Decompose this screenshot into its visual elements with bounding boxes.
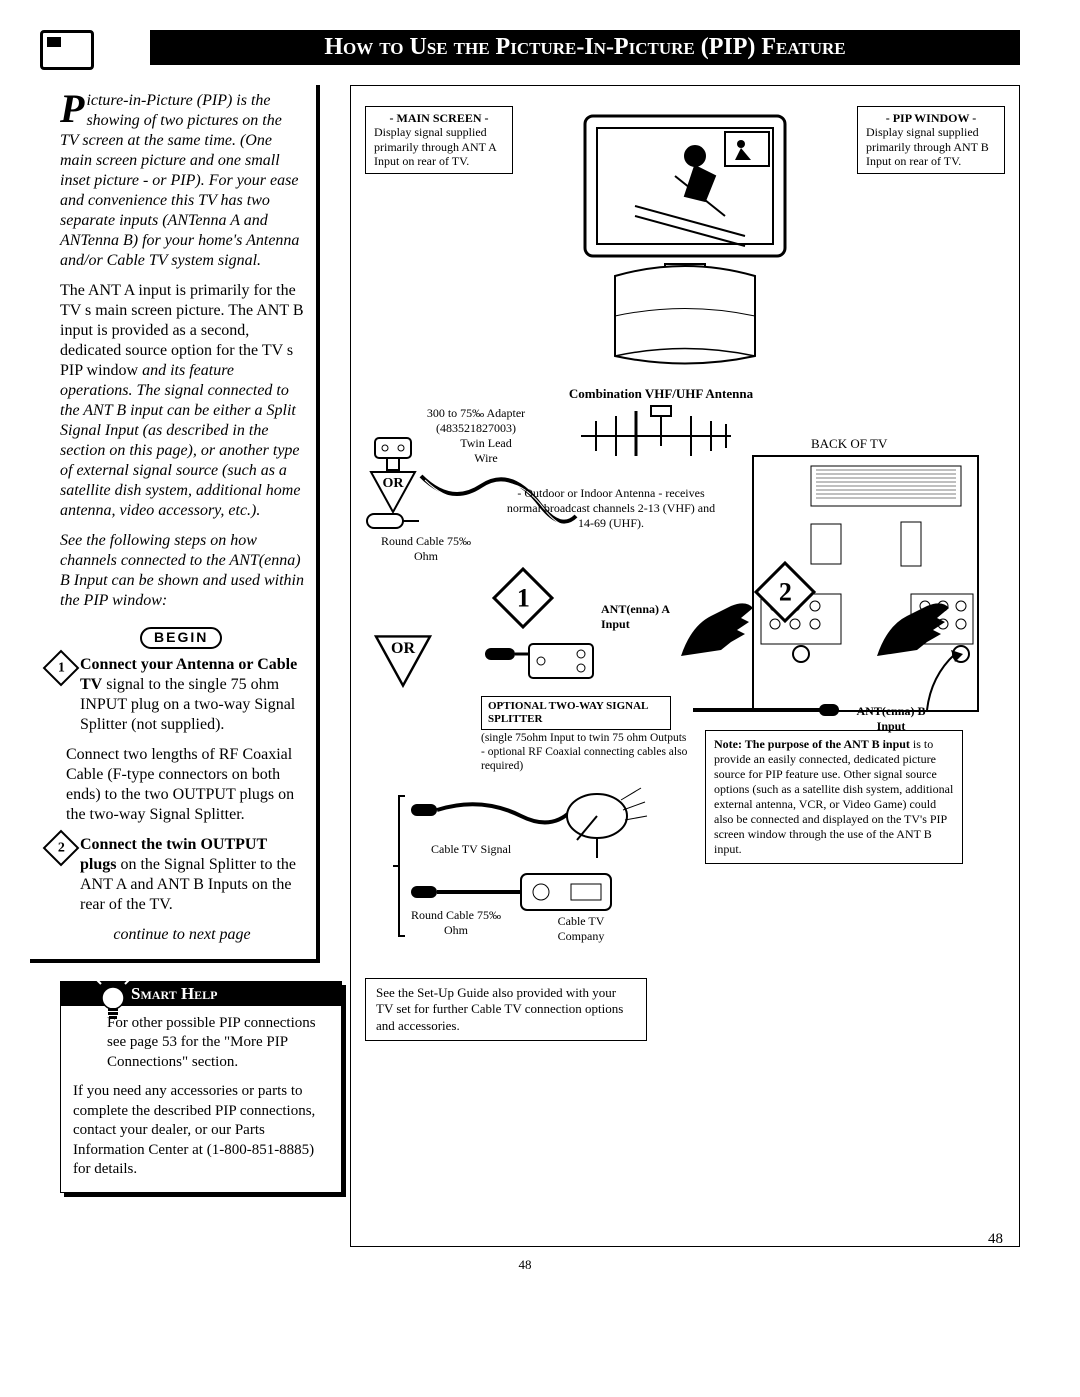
page-title: How to Use the Picture-In-Picture (PIP) … <box>150 30 1020 65</box>
lightbulb-icon <box>95 978 131 1024</box>
intro-box: P icture-in-Picture (PIP) is the showing… <box>30 85 320 963</box>
ant-b-note-title: Note: The purpose of the ANT B input <box>714 737 910 751</box>
arrow-ant-b <box>921 646 971 716</box>
step-1-text: signal to the single 75 ohm INPUT plug o… <box>80 676 295 733</box>
smart-help-title: Smart Help <box>61 982 341 1006</box>
tv-icon <box>40 30 94 70</box>
ant-b-note-body: is to provide an easily connected, dedic… <box>714 737 953 856</box>
page-number-right: 48 <box>988 1231 1003 1248</box>
splitter-note: (single 75ohm Input to twin 75 ohm Outpu… <box>481 732 691 773</box>
step-1b-text: Connect two lengths of RF Coaxial Cable … <box>60 745 304 825</box>
setup-guide-note: See the Set-Up Guide also provided with … <box>365 978 647 1041</box>
main-screen-title: - MAIN SCREEN - <box>374 111 504 125</box>
cable-tv-signal-label: Cable TV Signal <box>431 842 511 857</box>
diagram-panel: - MAIN SCREEN - Display signal supplied … <box>350 85 1020 1247</box>
step-2-number: 2 <box>43 829 80 866</box>
intro-p1: icture-in-Picture (PIP) is the showing o… <box>60 92 299 269</box>
smart-help-box: Smart Help For other possible PIP connec… <box>60 981 342 1193</box>
pip-window-text: Display signal supplied primarily throug… <box>866 125 996 168</box>
main-screen-text: Display signal supplied primarily throug… <box>374 125 504 168</box>
smart-help-p1: For other possible PIP connections see p… <box>107 1014 329 1073</box>
pip-window-callout: - PIP WINDOW - Display signal supplied p… <box>857 106 1005 174</box>
ant-a-label: ANT(enna) A Input <box>601 602 681 632</box>
main-screen-callout: - MAIN SCREEN - Display signal supplied … <box>365 106 513 174</box>
or-triangle-2: OR <box>373 634 433 688</box>
splitter-title: OPTIONAL TWO-WAY SIGNAL SPLITTER <box>481 696 671 730</box>
splitter-icon <box>521 636 601 686</box>
step-1-number: 1 <box>43 649 80 686</box>
outdoor-antenna-text: - Outdoor or Indoor Antenna - receives n… <box>501 486 721 531</box>
left-column: P icture-in-Picture (PIP) is the showing… <box>30 85 320 1193</box>
dropcap: P <box>60 91 86 127</box>
intro-p3: See the following steps on how channels … <box>60 531 304 611</box>
ant-b-note: Note: The purpose of the ANT B input is … <box>705 730 963 864</box>
antenna-icon <box>581 396 731 456</box>
continue-text: continue to next page <box>60 925 304 945</box>
pip-window-title: - PIP WINDOW - <box>866 111 996 125</box>
coax-plug-icon <box>481 644 531 664</box>
back-of-tv-label: BACK OF TV <box>811 436 887 452</box>
round-cable-label-2: Round Cable 75‰ Ohm <box>411 908 501 938</box>
smart-help-p2: If you need any accessories or parts to … <box>73 1082 329 1180</box>
step-2: 2 Connect the twin OUTPUT plugs on the S… <box>60 835 304 915</box>
page-number-bottom: 48 <box>30 1257 1020 1273</box>
coax-cable-icon <box>693 700 843 720</box>
begin-badge: BEGIN <box>140 627 222 649</box>
cable-company-label: Cable TV Company <box>541 914 621 944</box>
intro-p2-italic: and its feature operations. The signal c… <box>60 362 300 519</box>
tv-drawing <box>575 106 795 366</box>
hand-icon-1 <box>671 586 771 666</box>
step-1: 1 Connect your Antenna or Cable TV signa… <box>60 655 304 735</box>
twin-lead-label: Twin Lead Wire <box>451 436 521 466</box>
diagram-step-1-marker: 1 <box>492 567 554 629</box>
adapter-label: 300 to 75‰ Adapter (483521827003) <box>411 406 541 436</box>
